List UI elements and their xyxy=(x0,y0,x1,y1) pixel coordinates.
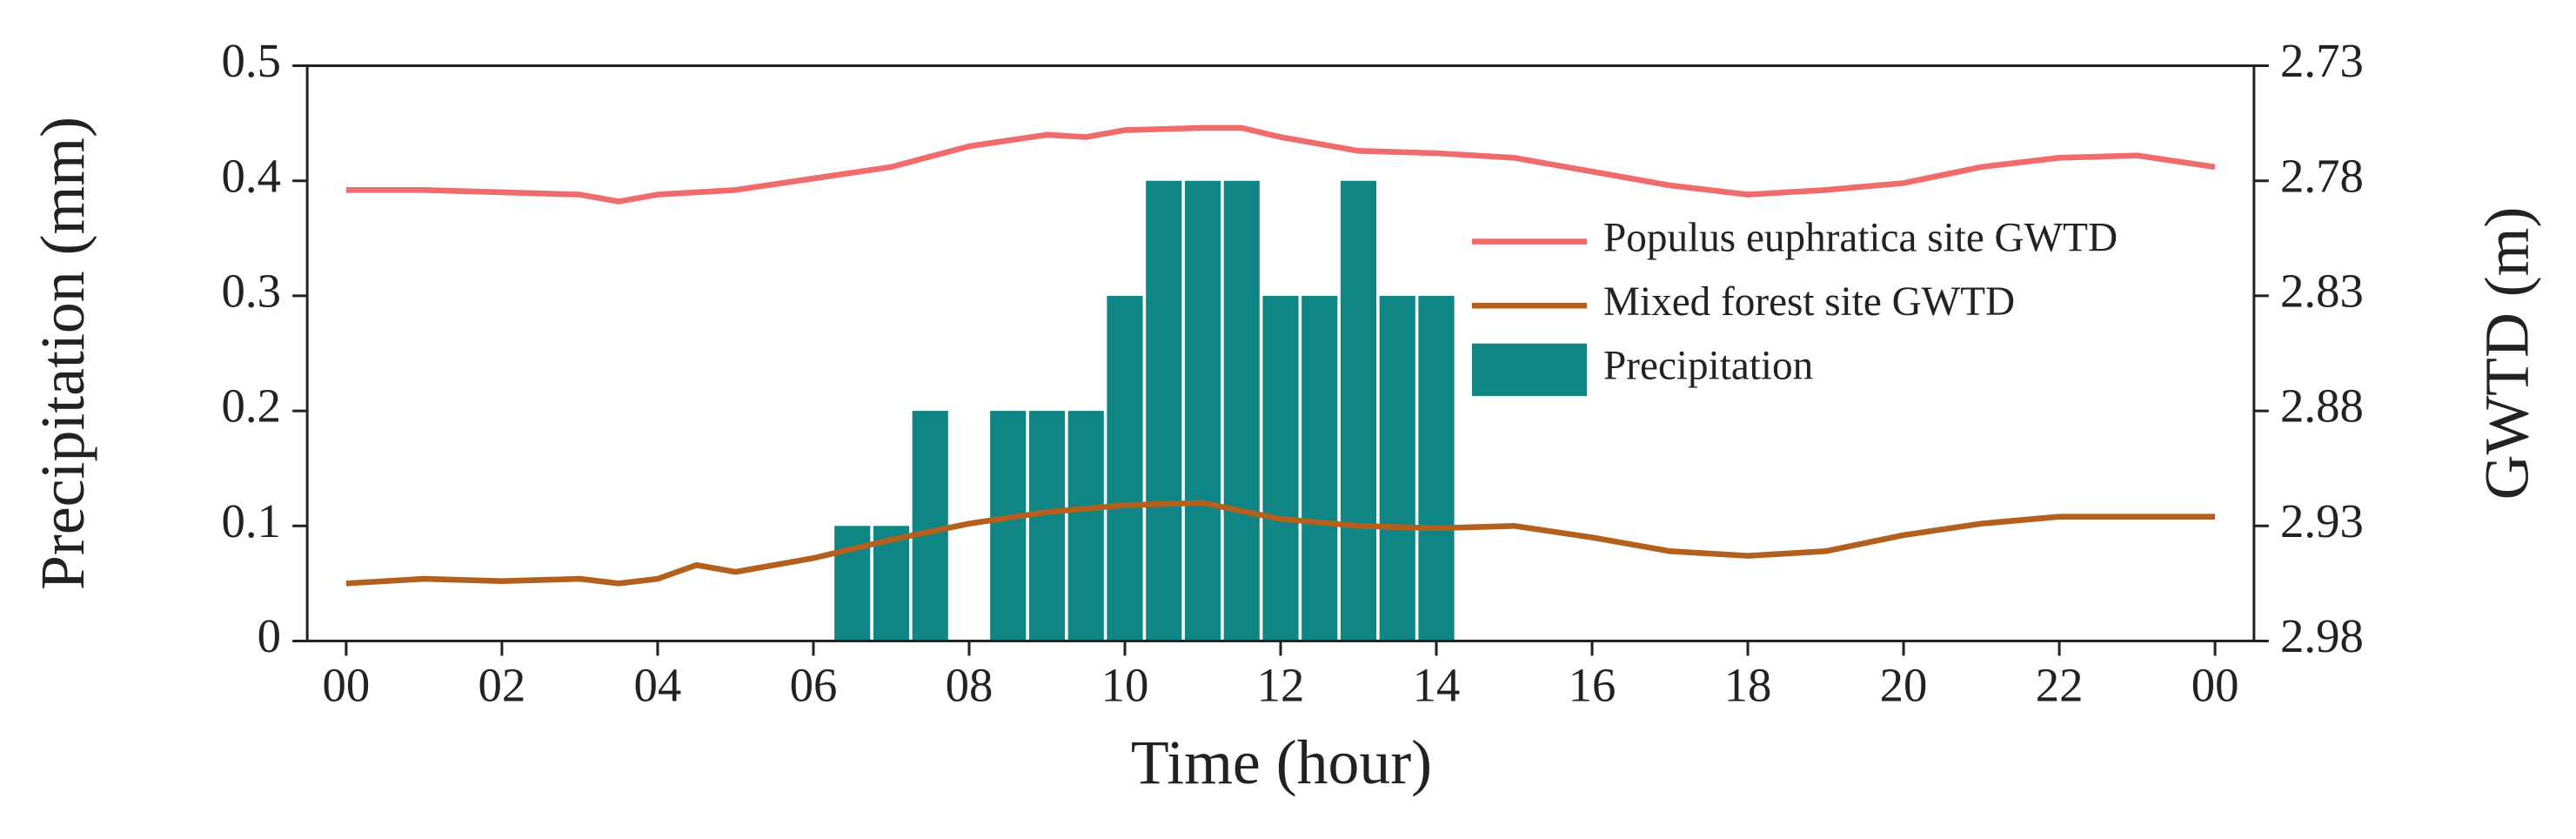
y-tick-label: 0.5 xyxy=(222,34,281,87)
bar xyxy=(1107,295,1143,641)
bar xyxy=(990,411,1027,641)
bar xyxy=(1379,295,1415,641)
x-tick-label: 00 xyxy=(2191,659,2239,712)
y-tick-label: 0.4 xyxy=(222,149,281,202)
x-axis-title: Time (hour) xyxy=(1131,728,1432,797)
x-tick-label: 12 xyxy=(1257,659,1305,712)
legend-label: Populus euphratica site GWTD xyxy=(1603,215,2118,260)
y2-tick-label: 2.83 xyxy=(2280,264,2364,317)
bar xyxy=(1340,180,1377,641)
x-tick-label: 22 xyxy=(2036,659,2084,712)
bar xyxy=(1301,295,1338,641)
x-tick-label: 06 xyxy=(790,659,838,712)
x-tick-label: 18 xyxy=(1724,659,1772,712)
y-axis-title: Precipitation (mm) xyxy=(28,117,97,590)
bar xyxy=(912,411,948,641)
y2-tick-label: 2.78 xyxy=(2280,149,2364,202)
legend-label: Mixed forest site GWTD xyxy=(1603,279,2015,325)
y2-axis-title: GWTD (m) xyxy=(2472,207,2542,500)
legend-label: Precipitation xyxy=(1603,344,1813,389)
line xyxy=(345,500,2216,587)
x-tick-label: 16 xyxy=(1569,659,1616,712)
bar xyxy=(1418,295,1455,641)
y-tick-label: 0.1 xyxy=(222,494,281,547)
x-tick-label: 00 xyxy=(323,659,371,712)
y2-tick-label: 2.73 xyxy=(2280,34,2364,87)
bar xyxy=(1262,295,1299,641)
y-tick-label: 0.2 xyxy=(222,379,281,433)
legend-swatch xyxy=(1471,343,1588,397)
x-tick-label: 08 xyxy=(946,659,994,712)
y-tick-label: 0 xyxy=(258,609,281,662)
x-tick-label: 04 xyxy=(634,659,682,712)
bar xyxy=(1146,180,1182,641)
bar xyxy=(1223,180,1260,641)
x-tick-label: 14 xyxy=(1413,659,1461,712)
y-tick-label: 0.3 xyxy=(222,264,281,317)
x-tick-label: 10 xyxy=(1101,659,1149,712)
y2-tick-label: 2.93 xyxy=(2280,494,2364,547)
line xyxy=(345,124,2216,205)
bar xyxy=(1184,180,1221,641)
bar xyxy=(1067,411,1104,641)
y2-tick-label: 2.98 xyxy=(2280,609,2364,662)
bar xyxy=(1028,411,1066,641)
x-tick-label: 02 xyxy=(478,659,526,712)
y2-tick-label: 2.88 xyxy=(2280,379,2364,433)
x-tick-label: 20 xyxy=(1880,659,1928,712)
